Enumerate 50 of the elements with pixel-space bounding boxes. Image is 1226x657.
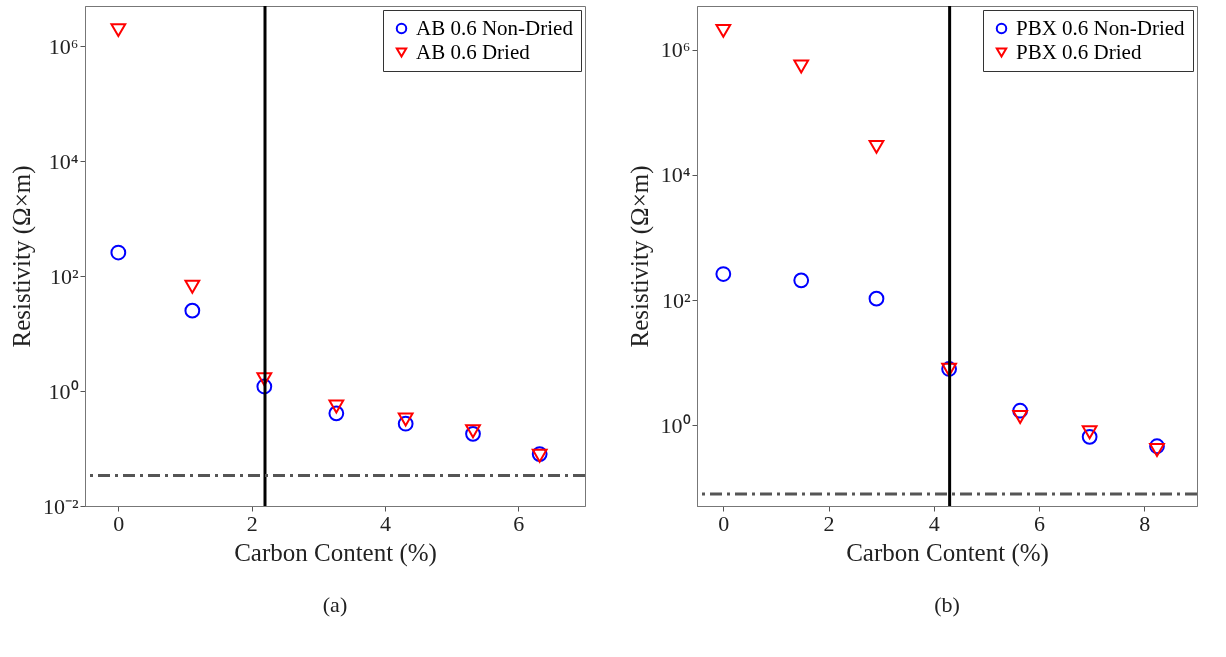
- point: [328, 405, 345, 422]
- y-tick-label: 10⁴: [48, 148, 79, 174]
- text: (b): [934, 592, 960, 617]
- y-tick-label: 10⁰: [660, 412, 691, 438]
- legend-label: AB 0.6 Non-Dried: [416, 15, 574, 40]
- x-tick-label: 4: [380, 510, 391, 536]
- point: [397, 415, 414, 432]
- y-axis-title: Resistivity (Ω×m): [7, 165, 36, 348]
- point: [1081, 428, 1098, 445]
- legend-label: PBX 0.6 Non-Dried: [1016, 15, 1186, 40]
- point: [1012, 410, 1029, 424]
- y-tick-label: 10⁻²: [42, 493, 79, 519]
- point: [397, 412, 414, 427]
- text: (a): [322, 592, 348, 617]
- legend-label: AB 0.6 Dried: [416, 39, 531, 64]
- x-tick-label: 2: [246, 510, 258, 536]
- point: [868, 290, 885, 307]
- point: [110, 23, 127, 38]
- y-tick-label: 10²: [49, 263, 79, 289]
- point: [793, 272, 810, 289]
- y-tick-label: 10⁴: [660, 162, 691, 188]
- point: [715, 23, 732, 38]
- point: [1012, 402, 1029, 419]
- x-tick-label: 8: [1139, 510, 1151, 536]
- x-axis-title: Carbon Content (%): [846, 538, 1049, 567]
- x-tick-label: 4: [928, 510, 940, 536]
- y-axis-title: Resistivity (Ω×m): [625, 165, 654, 348]
- point: [184, 279, 201, 294]
- point: [1149, 443, 1165, 457]
- point: [184, 302, 201, 319]
- y-tick-label: 10⁰: [48, 378, 79, 404]
- point: [715, 266, 732, 282]
- y-tick-label: 10²: [661, 287, 691, 313]
- y-tick-label: 10⁶: [660, 37, 691, 63]
- point: [1149, 438, 1165, 455]
- point: [793, 59, 810, 74]
- point: [1081, 425, 1098, 440]
- point: [328, 399, 345, 414]
- point: [256, 378, 273, 395]
- x-tick-label: 2: [823, 510, 835, 536]
- x-tick-label: 6: [1034, 510, 1046, 536]
- point: [256, 372, 273, 387]
- legend-label: PBX 0.6 Dried: [1016, 39, 1142, 64]
- x-tick-label: 0: [113, 510, 125, 536]
- x-tick-label: 0: [718, 510, 730, 536]
- x-axis-title: Carbon Content (%): [234, 538, 437, 567]
- point: [110, 244, 127, 261]
- point: [868, 139, 885, 154]
- x-tick-label: 6: [513, 510, 525, 536]
- y-tick-label: 10⁶: [48, 33, 79, 59]
